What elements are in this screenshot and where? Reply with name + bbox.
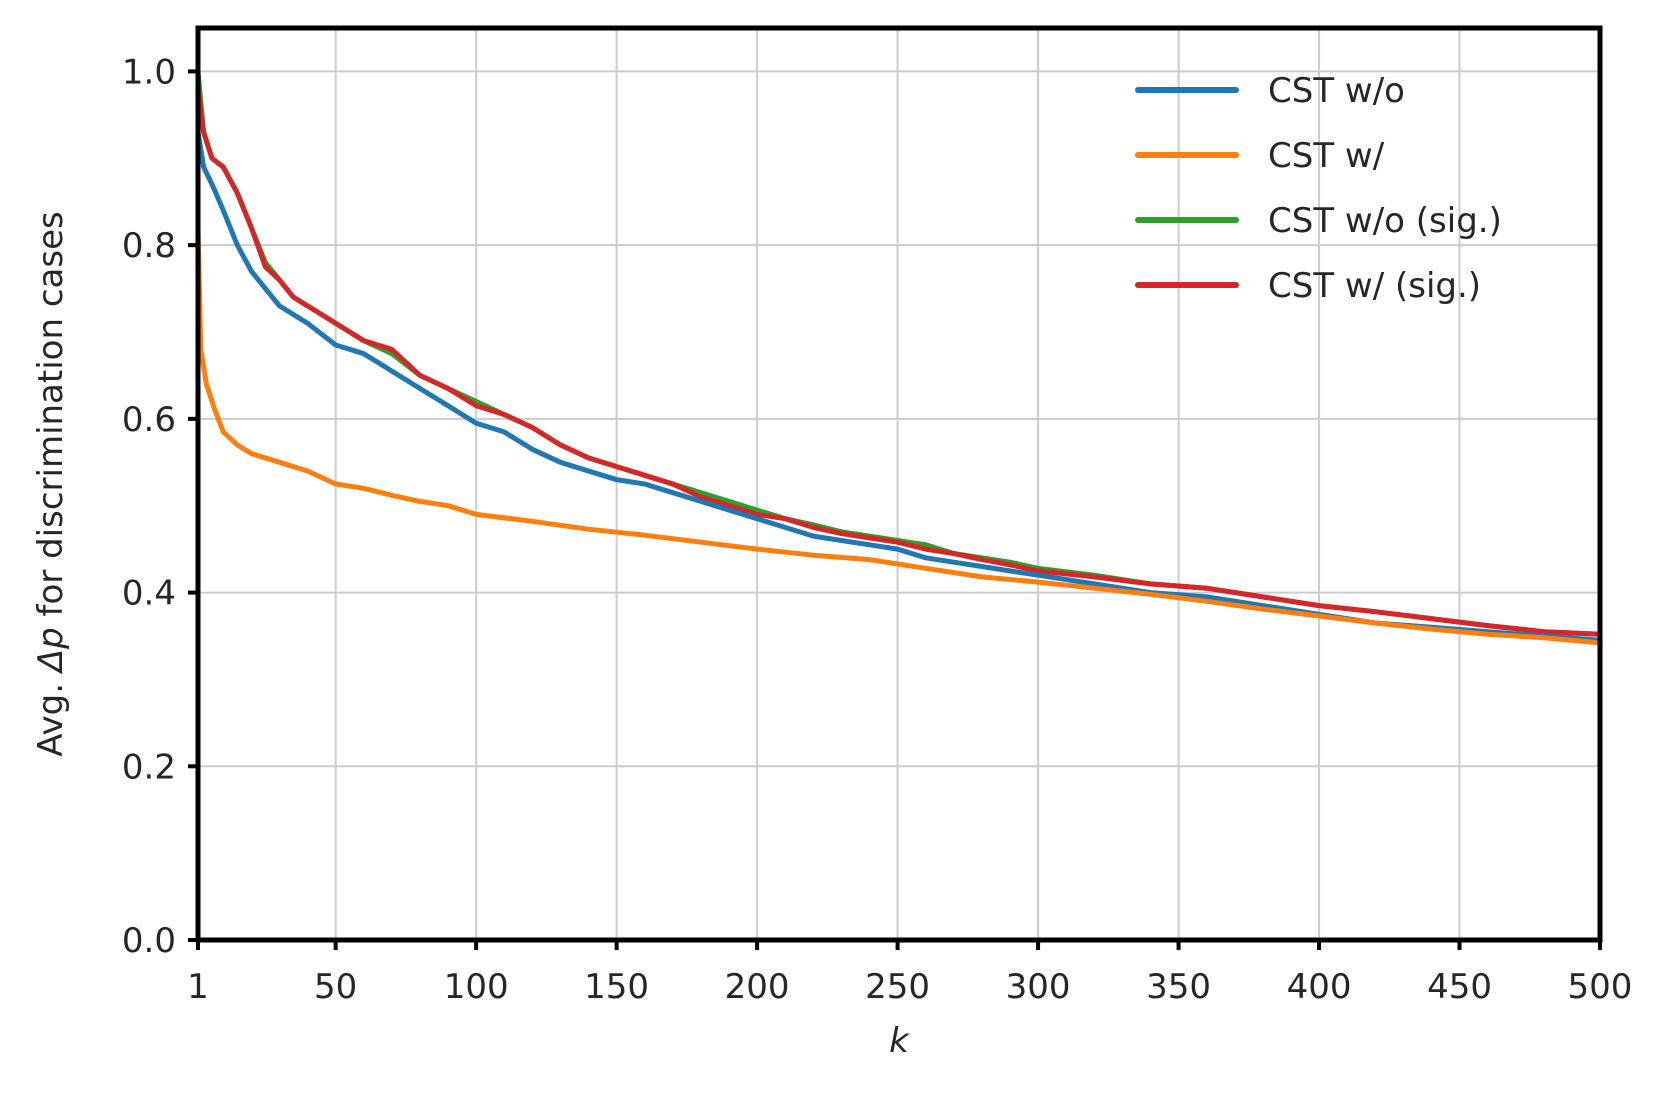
y-tick-label: 0.2	[122, 747, 176, 787]
x-axis-label: k	[889, 1021, 910, 1061]
x-tick-label: 450	[1427, 967, 1492, 1007]
x-tick-label: 1	[187, 967, 209, 1007]
x-tick-label: 50	[314, 967, 357, 1007]
x-tick-label: 150	[584, 967, 649, 1007]
y-axis-label-suffix: for discrimination cases	[31, 211, 71, 627]
x-tick-labels: 1 50 100 150 200 250 300 350 400 450 500	[187, 967, 1632, 1007]
grid-lines	[197, 28, 1601, 941]
y-tick-label: 0.0	[122, 921, 176, 961]
y-tick-labels: 0.0 0.2 0.4 0.6 0.8 1.0	[122, 52, 176, 961]
x-tick-label: 250	[865, 967, 930, 1007]
legend: CST w/o CST w/CST w/o (sig.) CST w/ (sig.)	[1135, 71, 1502, 306]
x-tick-label: 350	[1146, 967, 1211, 1007]
x-tick-label: 400	[1287, 967, 1352, 1007]
legend-label: CST w/ (sig.)	[1268, 266, 1481, 306]
x-tick-label: 500	[1568, 967, 1633, 1007]
axis-ticks	[188, 69, 1602, 950]
plot-frame	[195, 25, 1603, 943]
y-axis-label: Avg. Δp for discrimination cases	[31, 211, 71, 756]
y-tick-label: 0.6	[122, 400, 176, 440]
legend-label: CST w/o (sig.)	[1268, 201, 1502, 241]
y-tick-label: 0.8	[122, 226, 176, 266]
series-lines	[195, 68, 1603, 646]
legend-label: CST w/o	[1268, 71, 1405, 111]
x-tick-label: 200	[725, 967, 790, 1007]
series-line-cst-w-sig	[195, 86, 1603, 637]
y-axis-label-prefix: Avg.	[31, 672, 71, 757]
series-line-cst-w	[195, 225, 1603, 646]
series-line-cst-w-o	[195, 129, 1603, 643]
y-axis-label-symbol: Δp	[31, 627, 71, 675]
x-tick-label: 100	[444, 967, 509, 1007]
y-tick-label: 0.4	[122, 574, 176, 614]
legend-label: CST w/	[1268, 136, 1385, 176]
y-tick-label: 1.0	[122, 52, 176, 92]
x-tick-label: 300	[1006, 967, 1071, 1007]
